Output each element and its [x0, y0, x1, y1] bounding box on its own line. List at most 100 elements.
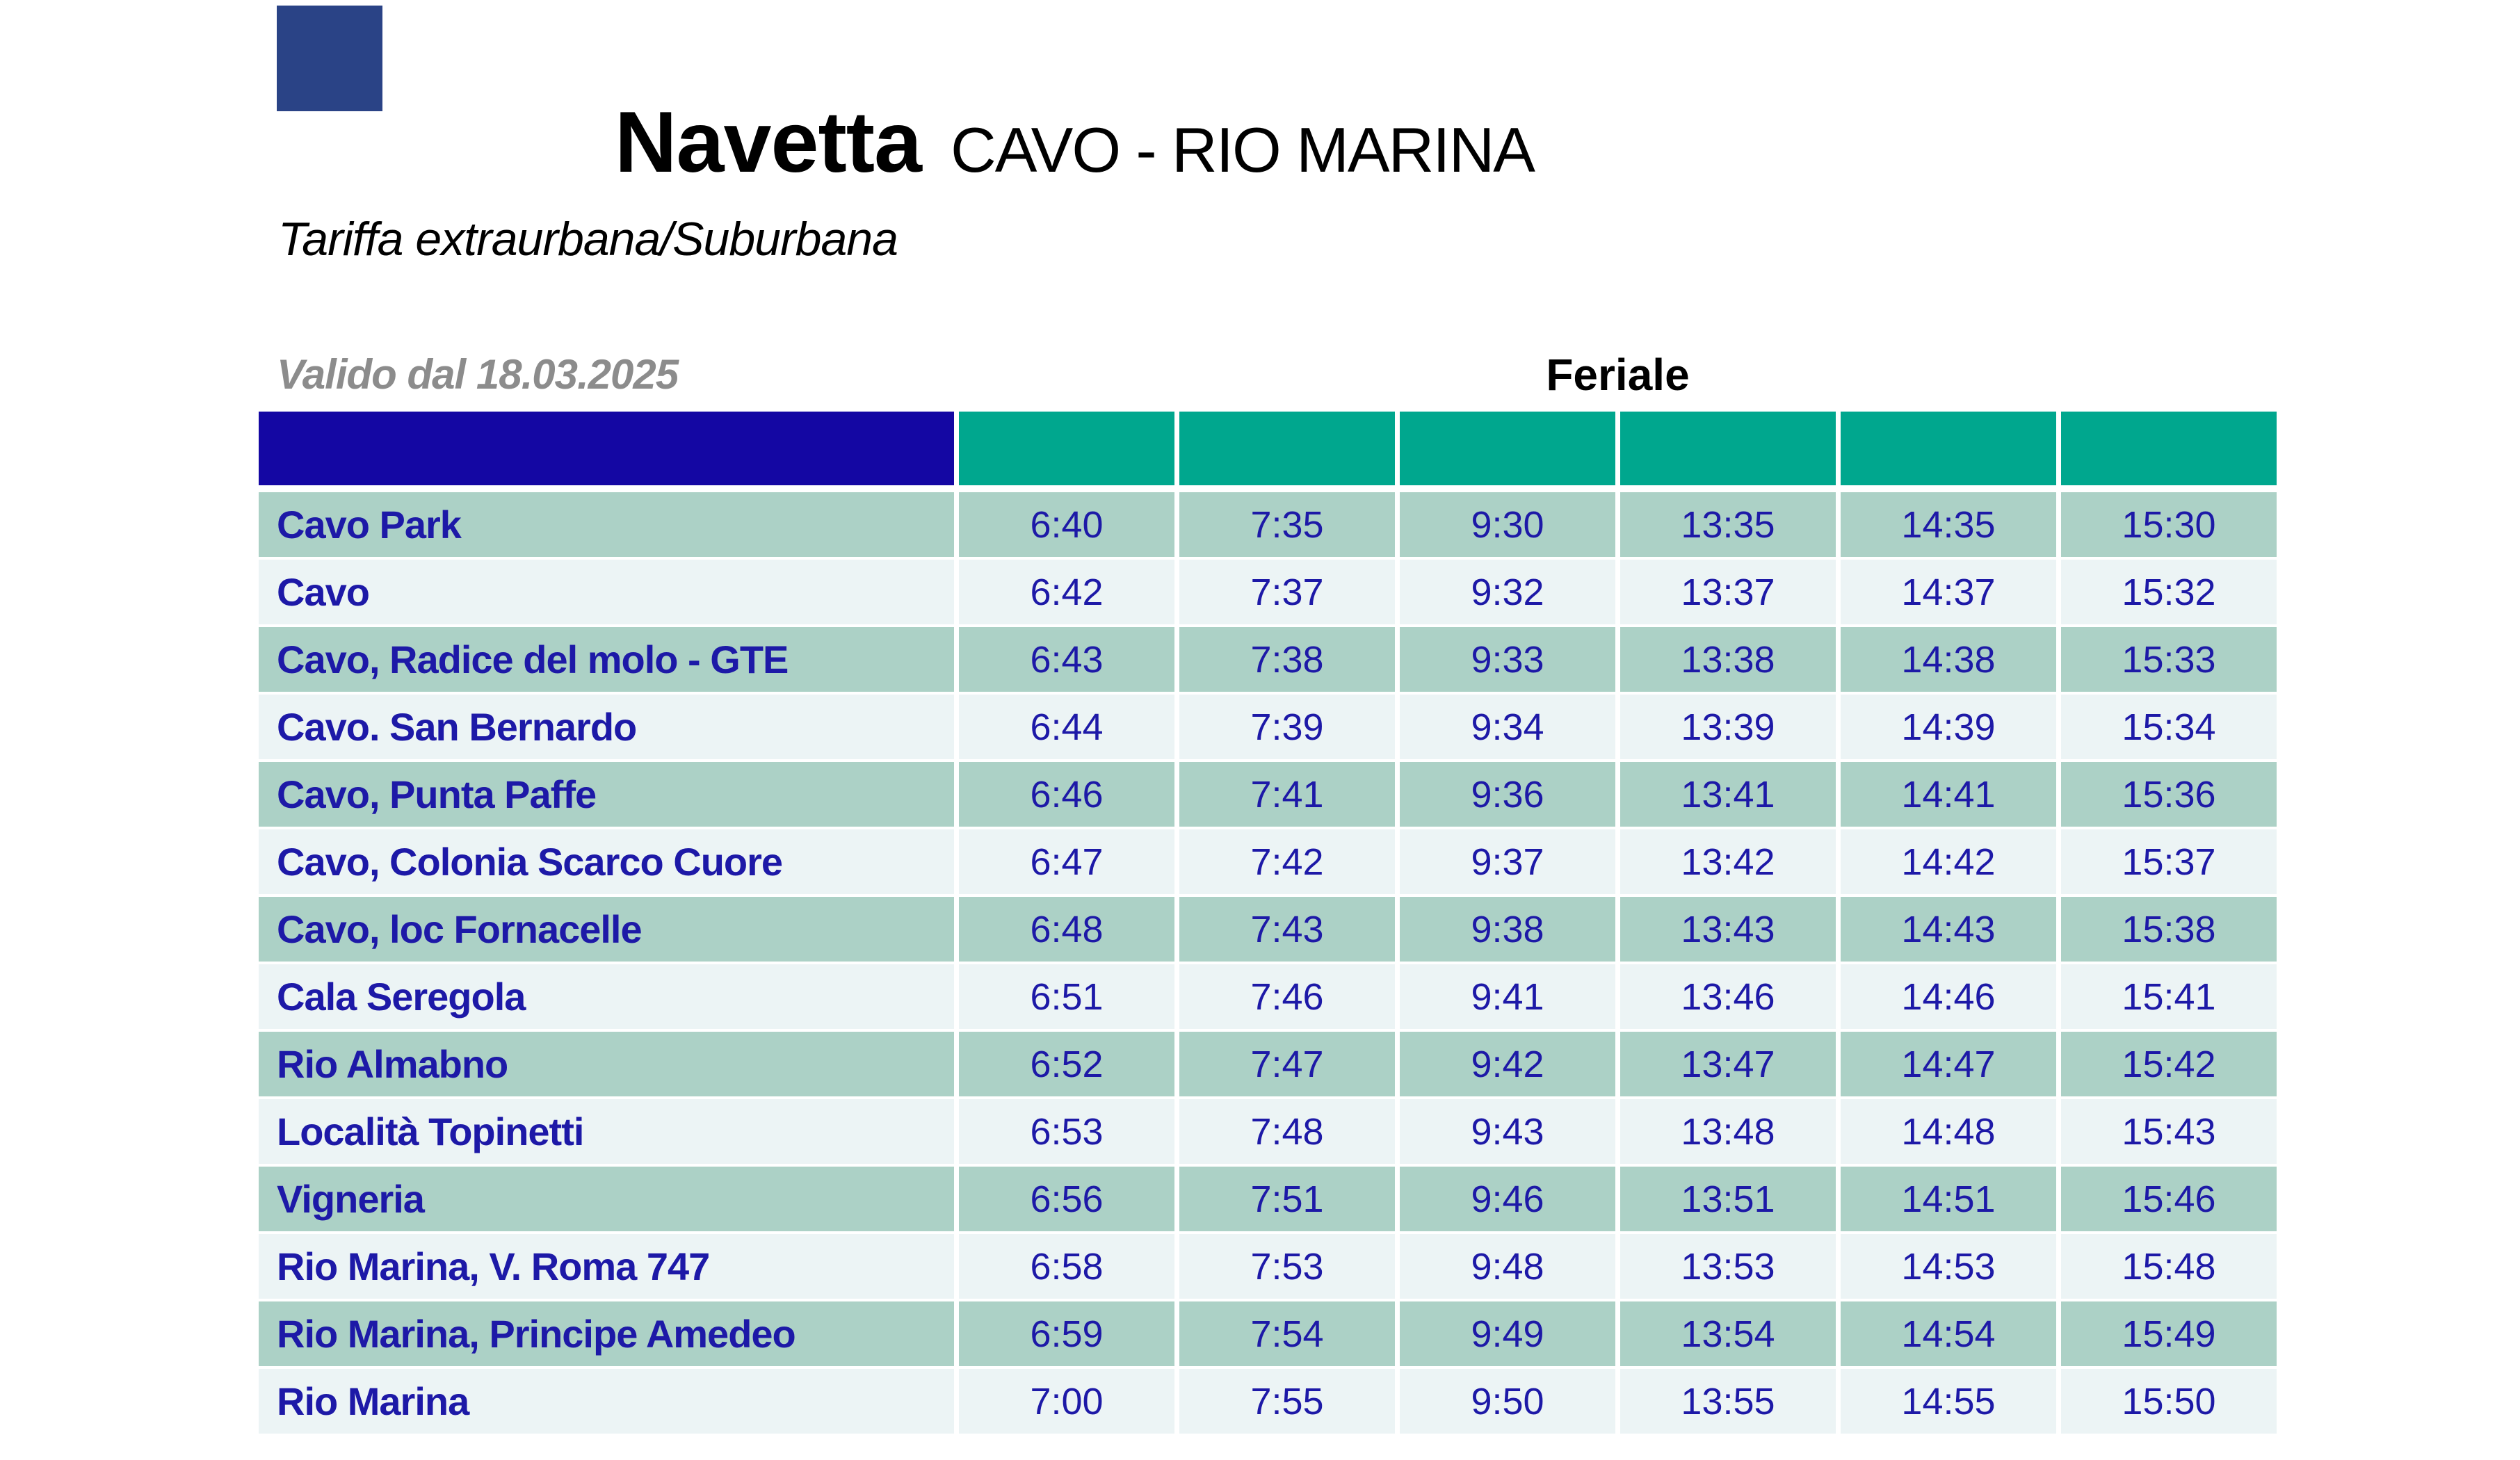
time-cell: 14:51	[1841, 1167, 2056, 1231]
table-row: Rio Marina 7:00 7:55 9:50 13:55 14:55 15…	[259, 1369, 2277, 1434]
time-cell: 15:48	[2061, 1234, 2277, 1299]
time-cell: 15:34	[2061, 695, 2277, 759]
time-cell: 14:42	[1841, 829, 2056, 894]
stop-name-cell: Vigneria	[259, 1167, 954, 1231]
time-cell: 6:44	[959, 695, 1174, 759]
time-header-cell-2	[1179, 412, 1395, 485]
time-header-cell-1	[959, 412, 1174, 485]
stop-name-cell: Cala Seregola	[259, 964, 954, 1029]
time-cell: 6:53	[959, 1099, 1174, 1164]
time-cell: 9:50	[1400, 1369, 1615, 1434]
table-row: Cavo, loc Fornacelle 6:48 7:43 9:38 13:4…	[259, 897, 2277, 962]
time-cell: 7:41	[1179, 762, 1395, 827]
table-row: Cavo. San Bernardo 6:44 7:39 9:34 13:39 …	[259, 695, 2277, 759]
time-cell: 9:48	[1400, 1234, 1615, 1299]
time-cell: 9:43	[1400, 1099, 1615, 1164]
time-cell: 9:32	[1400, 560, 1615, 624]
table-row: Vigneria 6:56 7:51 9:46 13:51 14:51 15:4…	[259, 1167, 2277, 1231]
time-cell: 14:55	[1841, 1369, 2056, 1434]
time-header-cell-3	[1400, 412, 1615, 485]
time-header-cell-5	[1841, 412, 2056, 485]
time-cell: 9:37	[1400, 829, 1615, 894]
time-cell: 15:46	[2061, 1167, 2277, 1231]
time-cell: 9:36	[1400, 762, 1615, 827]
time-cell: 13:51	[1620, 1167, 1836, 1231]
time-cell: 14:39	[1841, 695, 2056, 759]
time-cell: 13:41	[1620, 762, 1836, 827]
time-cell: 15:32	[2061, 560, 2277, 624]
time-cell: 7:46	[1179, 964, 1395, 1029]
time-cell: 13:53	[1620, 1234, 1836, 1299]
time-cell: 13:37	[1620, 560, 1836, 624]
time-cell: 9:38	[1400, 897, 1615, 962]
operator-logo-square	[277, 6, 382, 111]
timetable-header-row	[259, 412, 2277, 485]
valid-from-label: Valido dal 18.03.2025	[277, 351, 679, 398]
time-cell: 15:50	[2061, 1369, 2277, 1434]
table-row: Cala Seregola 6:51 7:46 9:41 13:46 14:46…	[259, 964, 2277, 1029]
page-title: Navetta CAVO - RIO MARINA	[615, 99, 1535, 186]
time-cell: 13:55	[1620, 1369, 1836, 1434]
time-cell: 6:43	[959, 627, 1174, 692]
time-cell: 7:39	[1179, 695, 1395, 759]
table-row: Rio Marina, V. Roma 747 6:58 7:53 9:48 1…	[259, 1234, 2277, 1299]
stop-name-cell: Cavo	[259, 560, 954, 624]
time-cell: 15:43	[2061, 1099, 2277, 1164]
time-cell: 13:39	[1620, 695, 1836, 759]
table-row: Cavo, Radice del molo - GTE 6:43 7:38 9:…	[259, 627, 2277, 692]
stop-name-cell: Cavo Park	[259, 492, 954, 557]
time-cell: 13:43	[1620, 897, 1836, 962]
time-cell: 14:47	[1841, 1032, 2056, 1096]
time-cell: 15:37	[2061, 829, 2277, 894]
time-cell: 7:48	[1179, 1099, 1395, 1164]
time-cell: 15:36	[2061, 762, 2277, 827]
time-cell: 7:42	[1179, 829, 1395, 894]
time-header-cell-4	[1620, 412, 1836, 485]
time-cell: 9:46	[1400, 1167, 1615, 1231]
time-cell: 6:48	[959, 897, 1174, 962]
time-cell: 6:56	[959, 1167, 1174, 1231]
time-cell: 14:37	[1841, 560, 2056, 624]
time-cell: 6:51	[959, 964, 1174, 1029]
time-cell: 15:41	[2061, 964, 2277, 1029]
time-cell: 7:35	[1179, 492, 1395, 557]
time-cell: 13:48	[1620, 1099, 1836, 1164]
time-cell: 6:42	[959, 560, 1174, 624]
day-type-label: Feriale	[1546, 350, 1690, 400]
timetable: Cavo Park 6:40 7:35 9:30 13:35 14:35 15:…	[259, 412, 2277, 1436]
title-route: CAVO - RIO MARINA	[951, 115, 1535, 186]
time-cell: 9:41	[1400, 964, 1615, 1029]
tariff-subtitle: Tariffa extraurbana/Suburbana	[278, 213, 898, 266]
time-cell: 7:53	[1179, 1234, 1395, 1299]
time-cell: 6:58	[959, 1234, 1174, 1299]
stop-name-cell: Rio Marina, V. Roma 747	[259, 1234, 954, 1299]
time-cell: 14:46	[1841, 964, 2056, 1029]
time-cell: 7:54	[1179, 1301, 1395, 1366]
time-cell: 7:55	[1179, 1369, 1395, 1434]
time-cell: 9:49	[1400, 1301, 1615, 1366]
table-row: Rio Marina, Principe Amedeo 6:59 7:54 9:…	[259, 1301, 2277, 1366]
table-row: Cavo Park 6:40 7:35 9:30 13:35 14:35 15:…	[259, 492, 2277, 557]
table-row: Cavo, Colonia Scarco Cuore 6:47 7:42 9:3…	[259, 829, 2277, 894]
time-cell: 13:38	[1620, 627, 1836, 692]
time-cell: 15:38	[2061, 897, 2277, 962]
time-cell: 6:46	[959, 762, 1174, 827]
time-cell: 14:54	[1841, 1301, 2056, 1366]
time-cell: 14:43	[1841, 897, 2056, 962]
time-cell: 9:30	[1400, 492, 1615, 557]
time-cell: 6:40	[959, 492, 1174, 557]
time-header-cell-6	[2061, 412, 2277, 485]
stop-name-cell: Località Topinetti	[259, 1099, 954, 1164]
time-cell: 6:52	[959, 1032, 1174, 1096]
time-cell: 15:42	[2061, 1032, 2277, 1096]
time-cell: 14:35	[1841, 492, 2056, 557]
stops-header-cell	[259, 412, 954, 485]
stop-name-cell: Cavo. San Bernardo	[259, 695, 954, 759]
time-cell: 13:35	[1620, 492, 1836, 557]
time-cell: 7:51	[1179, 1167, 1395, 1231]
title-navetta: Navetta	[615, 95, 922, 190]
stop-name-cell: Cavo, Colonia Scarco Cuore	[259, 829, 954, 894]
table-row: Cavo, Punta Paffe 6:46 7:41 9:36 13:41 1…	[259, 762, 2277, 827]
time-cell: 15:30	[2061, 492, 2277, 557]
